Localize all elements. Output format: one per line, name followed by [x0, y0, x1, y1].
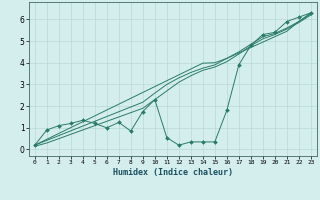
X-axis label: Humidex (Indice chaleur): Humidex (Indice chaleur) — [113, 168, 233, 177]
